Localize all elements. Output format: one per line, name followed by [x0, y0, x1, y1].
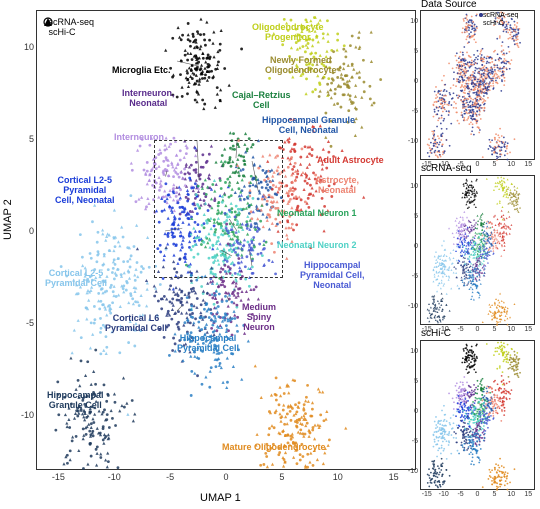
dashed-zoom-box — [154, 140, 283, 278]
legend-item: scRNA-seq — [478, 12, 518, 20]
small-y-tick: -5 — [405, 273, 418, 280]
y-tick: 5 — [16, 134, 34, 144]
small-y-tick: -5 — [405, 438, 418, 445]
x-tick: -10 — [106, 472, 122, 482]
small-x-tick: 0 — [472, 161, 484, 168]
small-title-1: Data Source — [421, 0, 477, 10]
small-y-tick: -10 — [405, 303, 418, 310]
x-tick: 5 — [274, 472, 290, 482]
legend-label: scRNA-seq — [483, 12, 518, 19]
legend-label: scHi-C — [483, 20, 504, 27]
small-x-tick: 5 — [488, 161, 500, 168]
x-tick: 15 — [386, 472, 402, 482]
small-scatter-scrnaseq — [421, 176, 536, 326]
small-x-tick: 10 — [505, 491, 517, 498]
small-x-tick: 0 — [472, 326, 484, 333]
small-y-tick: 10 — [405, 183, 418, 190]
small-plot-scrnaseq — [420, 175, 535, 325]
small-x-tick: -10 — [438, 161, 450, 168]
x-tick: -15 — [50, 472, 66, 482]
small-y-tick: -5 — [405, 108, 418, 115]
small-y-tick: -10 — [405, 138, 418, 145]
small-y-tick: 10 — [405, 348, 418, 355]
small-x-tick: -10 — [438, 326, 450, 333]
small-legend-datasource: scRNA-seq scHi-C — [478, 12, 518, 29]
small-x-tick: 0 — [472, 491, 484, 498]
x-tick: 10 — [330, 472, 346, 482]
small-x-tick: 15 — [522, 326, 534, 333]
main-umap-plot: scRNA-seq scHi-C Microglia Etc.Oligodend… — [36, 10, 416, 470]
small-scatter-schic — [421, 341, 536, 491]
small-scatter-datasource — [421, 11, 536, 161]
legend-label: scRNA-seq — [49, 17, 95, 27]
y-axis-label: UMAP 2 — [2, 199, 14, 240]
small-x-tick: 10 — [505, 326, 517, 333]
y-tick: -5 — [16, 318, 34, 328]
x-tick: -5 — [162, 472, 178, 482]
small-x-tick: -5 — [455, 491, 467, 498]
small-x-tick: 5 — [488, 326, 500, 333]
small-x-tick: 15 — [522, 161, 534, 168]
small-x-tick: -15 — [421, 161, 433, 168]
x-tick: 0 — [218, 472, 234, 482]
small-x-tick: -5 — [455, 326, 467, 333]
small-plot-datasource — [420, 10, 535, 160]
y-tick: 10 — [16, 42, 34, 52]
x-axis-label: UMAP 1 — [200, 492, 241, 504]
small-y-tick: 0 — [405, 408, 418, 415]
small-x-tick: 10 — [505, 161, 517, 168]
small-plot-schic — [420, 340, 535, 490]
small-x-tick: -15 — [421, 326, 433, 333]
small-x-tick: -5 — [455, 161, 467, 168]
y-tick: -10 — [16, 410, 34, 420]
main-legend: scRNA-seq scHi-C — [43, 17, 94, 37]
small-y-tick: 10 — [405, 18, 418, 25]
legend-label: scHi-C — [49, 27, 76, 37]
small-x-tick: -10 — [438, 491, 450, 498]
small-y-tick: 5 — [405, 48, 418, 55]
small-x-tick: 15 — [522, 491, 534, 498]
small-y-tick: -10 — [405, 468, 418, 475]
small-y-tick: 0 — [405, 243, 418, 250]
small-x-tick: -15 — [421, 491, 433, 498]
small-x-tick: 5 — [488, 491, 500, 498]
figure: UMAP 2 UMAP 1 scRNA-seq scHi-C Microglia… — [0, 0, 540, 509]
small-y-tick: 0 — [405, 78, 418, 85]
y-tick: 0 — [16, 226, 34, 236]
legend-item: scHi-C — [478, 20, 518, 28]
small-y-tick: 5 — [405, 378, 418, 385]
legend-item-schic: scHi-C — [43, 27, 94, 37]
small-y-tick: 5 — [405, 213, 418, 220]
